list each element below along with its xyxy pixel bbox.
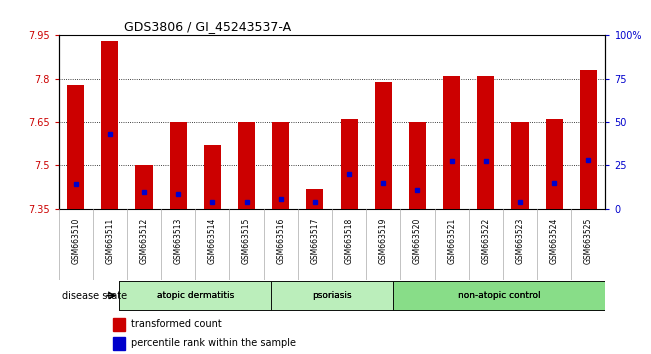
FancyBboxPatch shape — [393, 281, 605, 310]
Text: GSM663520: GSM663520 — [413, 217, 422, 264]
Text: GSM663524: GSM663524 — [549, 217, 559, 264]
Text: GSM663513: GSM663513 — [174, 217, 183, 264]
Bar — [170, 122, 187, 209]
Text: GSM663512: GSM663512 — [139, 217, 148, 264]
Text: GSM663519: GSM663519 — [379, 217, 388, 264]
Bar — [443, 76, 460, 209]
FancyBboxPatch shape — [119, 281, 271, 310]
Bar — [409, 122, 426, 209]
Bar — [272, 122, 289, 209]
Text: psoriasis: psoriasis — [312, 291, 352, 300]
Bar — [113, 318, 125, 331]
Bar — [307, 189, 324, 209]
Text: disease state: disease state — [62, 291, 127, 301]
Bar — [238, 122, 255, 209]
Bar — [375, 82, 392, 209]
Text: GSM663510: GSM663510 — [71, 217, 80, 264]
Text: GSM663525: GSM663525 — [584, 217, 593, 264]
Text: GDS3806 / GI_45243537-A: GDS3806 / GI_45243537-A — [124, 20, 292, 33]
FancyBboxPatch shape — [271, 281, 393, 310]
FancyBboxPatch shape — [393, 281, 605, 310]
Bar — [512, 122, 529, 209]
Text: GSM663516: GSM663516 — [276, 217, 285, 264]
Bar — [102, 41, 118, 209]
Text: percentile rank within the sample: percentile rank within the sample — [131, 338, 296, 348]
Text: GSM663522: GSM663522 — [481, 217, 490, 264]
Text: psoriasis: psoriasis — [312, 291, 352, 300]
Bar — [340, 119, 357, 209]
Text: GSM663517: GSM663517 — [311, 217, 320, 264]
Bar — [477, 76, 494, 209]
Text: transformed count: transformed count — [131, 319, 221, 329]
Bar — [546, 119, 562, 209]
Text: atopic dermatitis: atopic dermatitis — [157, 291, 234, 300]
Bar — [67, 85, 84, 209]
Bar — [113, 337, 125, 350]
Bar — [135, 166, 152, 209]
Bar — [204, 145, 221, 209]
Bar — [580, 70, 597, 209]
FancyBboxPatch shape — [271, 281, 393, 310]
Text: atopic dermatitis: atopic dermatitis — [157, 291, 234, 300]
Text: non-atopic control: non-atopic control — [458, 291, 540, 300]
Text: GSM663523: GSM663523 — [516, 217, 525, 264]
Text: GSM663518: GSM663518 — [344, 217, 353, 264]
FancyBboxPatch shape — [119, 281, 271, 310]
Text: GSM663521: GSM663521 — [447, 217, 456, 264]
Text: non-atopic control: non-atopic control — [458, 291, 540, 300]
Text: GSM663511: GSM663511 — [105, 217, 115, 264]
Text: GSM663515: GSM663515 — [242, 217, 251, 264]
Text: GSM663514: GSM663514 — [208, 217, 217, 264]
